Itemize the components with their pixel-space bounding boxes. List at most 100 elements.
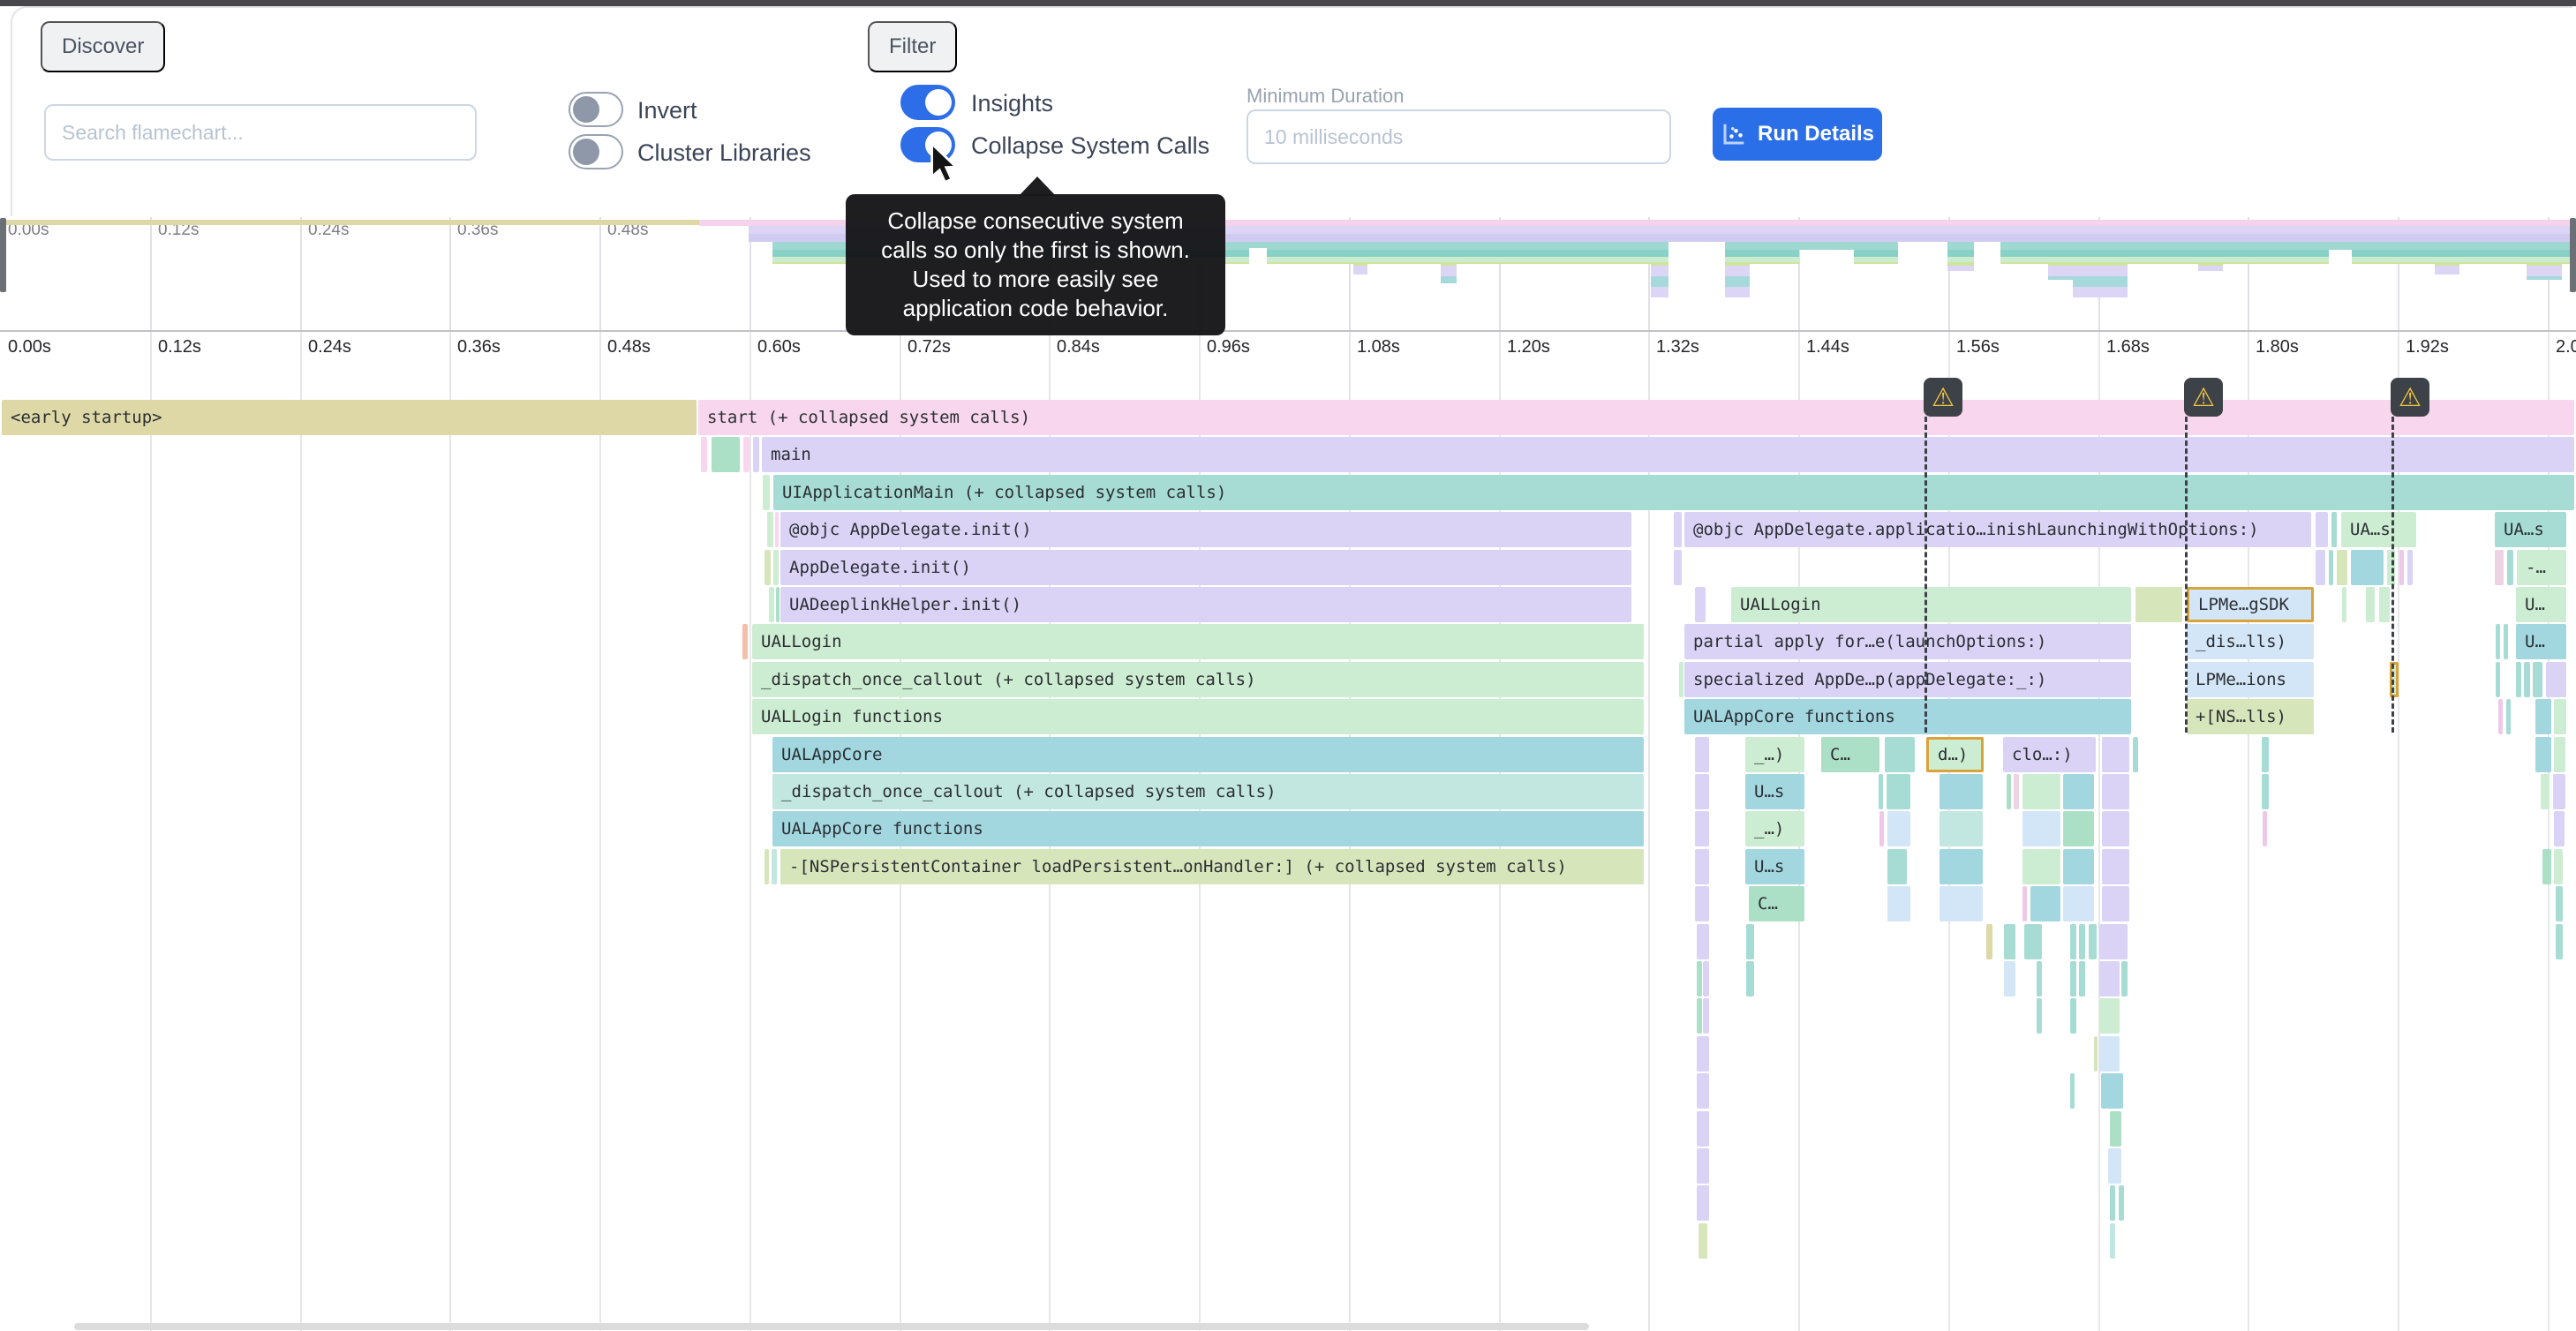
warning-triangle-icon[interactable]: ⚠ — [1924, 378, 1962, 417]
flame-block[interactable]: -[NSPersistentContainer loadPersistent…o… — [780, 849, 1644, 884]
flame-block[interactable] — [769, 587, 774, 622]
filter-button[interactable]: Filter — [868, 21, 958, 72]
minimap-left-handle[interactable] — [0, 218, 6, 292]
flame-block[interactable] — [2553, 774, 2565, 809]
flame-block[interactable] — [2102, 811, 2129, 846]
flame-block[interactable] — [773, 550, 779, 585]
flame-block[interactable] — [2063, 774, 2094, 809]
flame-block[interactable] — [1746, 961, 1754, 996]
flame-block[interactable] — [1695, 849, 1709, 884]
search-input[interactable] — [44, 104, 477, 161]
flame-block[interactable] — [2329, 550, 2333, 585]
cluster-libraries-toggle[interactable] — [569, 134, 623, 169]
flame-block[interactable] — [2379, 587, 2390, 622]
flame-block[interactable] — [2504, 624, 2508, 659]
flame-block[interactable] — [2507, 550, 2513, 585]
minimum-duration-input[interactable] — [1247, 109, 1671, 164]
flame-block[interactable] — [2063, 849, 2094, 884]
invert-toggle[interactable] — [569, 92, 623, 127]
flame-block[interactable] — [2070, 998, 2076, 1034]
flame-block[interactable]: U… — [2516, 587, 2566, 622]
flame-block[interactable]: UALAppCore — [772, 737, 1644, 772]
flame-block[interactable]: UALLogin functions — [752, 699, 1644, 734]
flamechart-main[interactable]: 0.00s 0.12s 0.24s 0.36s 0.48s 0.60s 0.72s 0.84s… — [0, 332, 2576, 1331]
flame-block[interactable] — [1885, 737, 1915, 772]
flame-block[interactable] — [1940, 811, 1983, 846]
flame-block[interactable]: _dispatch_once_callout (+ collapsed syst… — [772, 774, 1644, 809]
flame-block[interactable] — [1940, 886, 1983, 921]
flame-block[interactable] — [2495, 550, 2504, 585]
flame-block[interactable] — [1674, 512, 1682, 547]
flame-block[interactable] — [2094, 1036, 2098, 1072]
flame-block[interactable] — [765, 550, 771, 585]
horizontal-scrollbar-thumb[interactable] — [74, 1323, 1589, 1330]
run-details-button[interactable]: Run Details — [1713, 108, 1882, 161]
flame-block[interactable] — [763, 475, 770, 510]
flame-block[interactable] — [1697, 1073, 1709, 1109]
minimap-right-handle[interactable] — [2570, 218, 2576, 292]
flame-block[interactable] — [776, 587, 780, 622]
flame-block[interactable] — [2366, 587, 2375, 622]
flame-block[interactable]: AppDelegate.init() — [780, 550, 1631, 585]
flame-block[interactable] — [2496, 662, 2500, 697]
flame-block[interactable] — [2554, 737, 2565, 772]
flame-block[interactable] — [2316, 512, 2328, 547]
flame-block[interactable] — [1697, 1111, 1709, 1147]
flame-block[interactable] — [743, 437, 749, 472]
flame-block[interactable] — [2554, 811, 2565, 846]
flame-block[interactable] — [1986, 924, 1992, 959]
flame-block[interactable]: d…) — [1926, 737, 1984, 772]
insights-toggle[interactable] — [900, 85, 955, 120]
flame-block[interactable]: LPMe…ions — [2187, 662, 2314, 697]
flame-block[interactable]: @objc AppDelegate.init() — [780, 512, 1631, 547]
flame-block[interactable] — [2135, 587, 2182, 622]
flame-block[interactable]: start (+ collapsed system calls) — [698, 400, 2574, 435]
flame-block[interactable] — [2390, 662, 2399, 697]
flame-block[interactable] — [1746, 924, 1754, 959]
warning-triangle-icon[interactable]: ⚠ — [2184, 378, 2223, 417]
flame-block[interactable] — [1695, 774, 1709, 809]
flame-block[interactable] — [2063, 811, 2094, 846]
flame-block[interactable] — [712, 437, 740, 472]
flame-block[interactable] — [2554, 849, 2563, 884]
flame-block[interactable] — [1695, 886, 1709, 921]
flame-block[interactable] — [772, 849, 777, 884]
flame-block[interactable] — [2037, 998, 2042, 1034]
flame-block[interactable] — [2099, 924, 2128, 959]
flame-block[interactable] — [2399, 550, 2404, 585]
flame-block[interactable]: <early startup> — [2, 400, 697, 435]
flame-block[interactable]: UADeeplinkHelper.init() — [780, 587, 1631, 622]
flame-block[interactable] — [2262, 774, 2269, 809]
flame-block[interactable]: UALLogin — [752, 624, 1644, 659]
flame-block[interactable] — [1697, 1148, 1709, 1184]
flame-block[interactable]: U…s — [1745, 849, 1804, 884]
flame-block[interactable] — [2263, 811, 2267, 846]
flame-block[interactable] — [2110, 1185, 2115, 1221]
flame-block[interactable] — [2546, 662, 2566, 697]
timeline-minimap[interactable]: 0.00s0.12s0.24s0.36s0.48s0.60s0.72s0.84s… — [0, 217, 2576, 330]
flame-block[interactable] — [2030, 886, 2060, 921]
flame-block[interactable] — [2063, 886, 2094, 921]
flame-block[interactable]: _…) — [1745, 811, 1804, 846]
flame-block[interactable] — [1887, 811, 1910, 846]
flame-block[interactable] — [767, 512, 773, 547]
flame-block[interactable] — [2099, 1036, 2120, 1072]
flame-block[interactable]: specialized AppDe…p(appDelegate:_:) — [1684, 662, 2131, 697]
flame-block[interactable] — [2535, 737, 2551, 772]
flame-block[interactable] — [2351, 550, 2384, 585]
flame-block[interactable] — [2022, 886, 2027, 921]
flame-block[interactable]: _dispatch_once_callout (+ collapsed syst… — [752, 662, 1644, 697]
flame-block[interactable] — [2119, 1185, 2124, 1221]
flame-block[interactable] — [1679, 662, 1683, 697]
flame-block[interactable] — [2099, 998, 2120, 1034]
flame-block[interactable] — [2079, 961, 2085, 996]
flame-block[interactable] — [2108, 1148, 2121, 1184]
flame-block[interactable]: clo…:) — [2003, 737, 2096, 772]
flame-block[interactable] — [2337, 550, 2347, 585]
warning-triangle-icon[interactable]: ⚠ — [2391, 378, 2429, 417]
flame-block[interactable] — [1697, 1036, 1709, 1072]
flame-block[interactable] — [2407, 550, 2413, 585]
flame-block[interactable] — [2524, 662, 2530, 697]
flame-block[interactable] — [2022, 849, 2060, 884]
flame-block[interactable]: @objc AppDelegate.applicatio…inishLaunch… — [1684, 512, 2311, 547]
